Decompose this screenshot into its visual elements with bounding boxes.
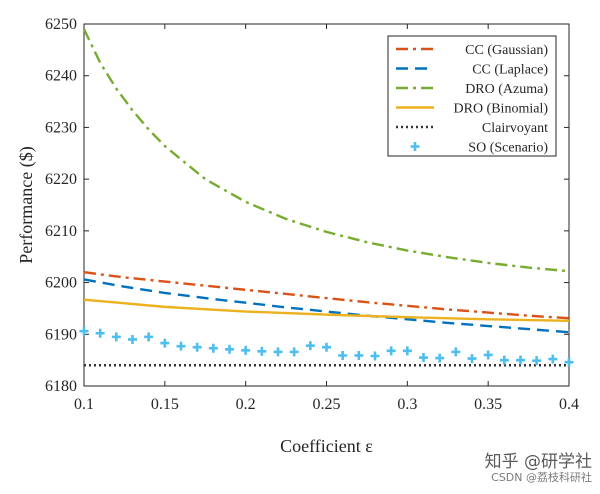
legend-box <box>387 35 557 157</box>
legend-swatch <box>410 142 420 151</box>
scatter-point-so-scenario <box>370 351 380 361</box>
scatter-point-so-scenario <box>338 350 348 360</box>
legend-label: Clairvoyant <box>482 121 548 136</box>
y-tick-label: 6250 <box>45 16 77 33</box>
scatter-point-so-scenario <box>467 354 477 364</box>
legend-label: DRO (Binomial) <box>454 102 549 117</box>
watermark: 知乎 @研学社 CSDN @荔枝科研社 <box>484 451 592 485</box>
scatter-point-so-scenario <box>273 347 283 357</box>
scatter-point-so-scenario <box>111 332 121 342</box>
scatter-point-so-scenario <box>241 345 251 355</box>
legend-label: SO (Scenario) <box>468 141 548 156</box>
scatter-point-so-scenario <box>386 346 396 356</box>
scatter-point-so-scenario <box>419 353 428 363</box>
scatter-point-so-scenario <box>144 332 154 342</box>
series-line-dro-binomial <box>83 298 570 323</box>
scatter-point-so-scenario <box>532 356 542 366</box>
scatter-point-so-scenario <box>289 347 299 357</box>
scatter-point-so-scenario <box>451 347 461 357</box>
scatter-point-so-scenario <box>354 350 364 360</box>
scatter-point-so-scenario <box>305 341 315 351</box>
scatter-point-so-scenario <box>95 328 105 338</box>
x-tick-label: 0.15 <box>151 396 179 413</box>
watermark-sub: CSDN @荔枝科研社 <box>491 471 592 485</box>
scatter-point-so-scenario <box>516 355 525 365</box>
legend-label: DRO (Azuma) <box>465 82 548 97</box>
scatter-point-so-scenario <box>257 346 267 356</box>
series-line-cc-laplace <box>83 278 570 334</box>
x-tick-label: 0.3 <box>397 396 417 413</box>
scatter-point-so-scenario <box>483 350 493 360</box>
legend-label: CC (Gaussian) <box>465 43 548 58</box>
scatter-point-so-scenario <box>176 341 186 351</box>
x-tick-label: 0.2 <box>236 396 256 413</box>
y-tick-label: 6200 <box>45 275 77 292</box>
x-tick-label: 0.1 <box>74 396 94 413</box>
legend-label: CC (Laplace) <box>472 63 548 78</box>
series-line-dro-azuma <box>82 28 570 273</box>
y-tick-label: 6220 <box>45 171 77 188</box>
scatter-point-so-scenario <box>402 346 412 356</box>
scatter-point-so-scenario <box>435 353 445 363</box>
y-tick-label: 6180 <box>45 378 77 395</box>
watermark-main: 知乎 @研学社 <box>484 451 592 472</box>
scatter-point-so-scenario <box>499 355 509 365</box>
scatter-point-so-scenario <box>225 344 234 354</box>
scatter-point-so-scenario <box>208 343 218 353</box>
x-tick-label: 0.35 <box>474 396 502 413</box>
scatter-point-so-scenario <box>548 354 558 364</box>
scatter-point-so-scenario <box>192 342 202 352</box>
x-tick-label: 0.25 <box>313 396 341 413</box>
scatter-point-so-scenario <box>564 357 574 367</box>
y-tick-label: 6240 <box>45 68 77 85</box>
y-axis-label: Performance ($) <box>16 146 37 263</box>
x-tick-label: 0.4 <box>559 396 579 413</box>
y-tick-label: 6210 <box>45 223 77 240</box>
scatter-point-so-scenario <box>160 338 170 348</box>
x-axis-label: Coefficient ε <box>280 436 373 456</box>
scatter-point-so-scenario <box>128 334 137 344</box>
y-tick-label: 6230 <box>45 119 77 136</box>
scatter-point-so-scenario <box>322 342 331 352</box>
scatter-point-so-scenario <box>79 326 89 336</box>
y-tick-label: 6190 <box>45 326 77 343</box>
series-line-cc-gaussian <box>83 271 570 320</box>
